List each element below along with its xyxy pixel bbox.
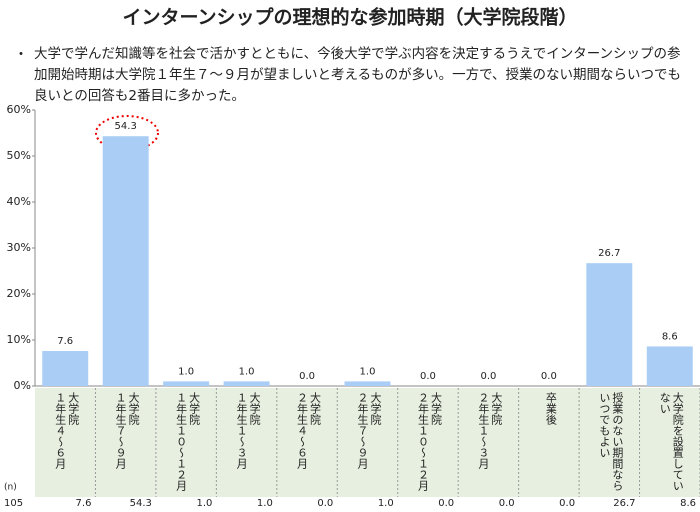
value-label: 0.0 bbox=[541, 371, 557, 382]
category-label: 大学院 bbox=[429, 391, 442, 425]
bar bbox=[42, 351, 89, 386]
value-label: 1.0 bbox=[239, 366, 255, 377]
category-label: ２年生４～６月 bbox=[296, 392, 309, 469]
y-tick-label: 10% bbox=[7, 333, 31, 346]
category-label: 大学院 bbox=[490, 391, 503, 425]
table-value: 0.0 bbox=[317, 498, 333, 509]
category-label: 大学院 bbox=[188, 391, 201, 425]
category-label: １年生１０～１２月 bbox=[175, 392, 188, 491]
bar bbox=[163, 381, 210, 386]
bullet: ・ bbox=[14, 47, 28, 63]
category-label: 大学院 bbox=[67, 391, 80, 425]
category-label: ２年生１０～１２月 bbox=[416, 392, 429, 491]
value-label: 1.0 bbox=[360, 366, 376, 377]
bar bbox=[344, 381, 391, 386]
value-label: 0.0 bbox=[299, 371, 315, 382]
category-label: いつでもよい bbox=[598, 392, 611, 458]
category-label: ２年生１～３月 bbox=[477, 392, 490, 469]
value-label: 1.0 bbox=[178, 366, 194, 377]
y-tick-label: 60% bbox=[7, 103, 31, 116]
bar bbox=[102, 136, 149, 386]
table-value: 0.0 bbox=[438, 498, 454, 509]
table-value: 1.0 bbox=[378, 498, 394, 509]
value-label: 0.0 bbox=[480, 371, 496, 382]
value-label: 0.0 bbox=[420, 371, 436, 382]
category-label: 授業のない期間なら bbox=[611, 391, 624, 491]
table-value: 0.0 bbox=[559, 498, 575, 509]
y-tick-label: 20% bbox=[7, 287, 31, 300]
category-label: １年生７～９月 bbox=[114, 392, 127, 469]
table-bg bbox=[35, 388, 700, 497]
value-label: 26.7 bbox=[598, 248, 620, 259]
table-value: 0.0 bbox=[499, 498, 515, 509]
table-value: 8.6 bbox=[680, 498, 696, 509]
n-label: (n) bbox=[4, 483, 17, 493]
table-value: 1.0 bbox=[257, 498, 273, 509]
category-label: 大学院 bbox=[127, 391, 140, 425]
y-tick-label: 50% bbox=[7, 149, 31, 162]
category-label: ２年生７～９月 bbox=[356, 392, 369, 469]
value-label: 54.3 bbox=[115, 121, 137, 132]
bar bbox=[646, 346, 693, 386]
category-label: 大学院 bbox=[248, 391, 261, 425]
note-box: 大学で学んだ知識等を社会で活かすとともに、今後大学で学ぶ内容を決定するうえでイン… bbox=[34, 46, 682, 104]
n-value: 105 bbox=[4, 498, 23, 509]
y-tick-label: 0% bbox=[14, 379, 31, 392]
value-label: 8.6 bbox=[662, 331, 678, 342]
category-label: 大学院を設置してい bbox=[671, 391, 684, 491]
bar bbox=[586, 263, 633, 386]
y-tick-label: 30% bbox=[7, 241, 31, 254]
value-label: 7.6 bbox=[57, 336, 73, 347]
bar bbox=[223, 381, 270, 386]
highlight bbox=[95, 115, 159, 151]
y-tick-label: 40% bbox=[7, 195, 31, 208]
table-value: 54.3 bbox=[130, 498, 152, 509]
category-label: 大学院 bbox=[309, 391, 322, 425]
table-value: 26.7 bbox=[613, 498, 635, 509]
category-label: １年生４～６月 bbox=[54, 392, 67, 469]
chart-title: インターンシップの理想的な参加時期（大学院段階） bbox=[122, 6, 577, 29]
category-label: 大学院 bbox=[369, 391, 382, 425]
category-label: １年生１～３月 bbox=[235, 392, 248, 469]
category-label: 卒業後 bbox=[544, 391, 557, 425]
table-value: 7.6 bbox=[76, 498, 92, 509]
note: 大学で学んだ知識等を社会で活かすとともに、今後大学で学ぶ内容を決定するうえでイン… bbox=[34, 46, 682, 104]
table-value: 1.0 bbox=[196, 498, 212, 509]
category-label: ない bbox=[658, 392, 671, 414]
